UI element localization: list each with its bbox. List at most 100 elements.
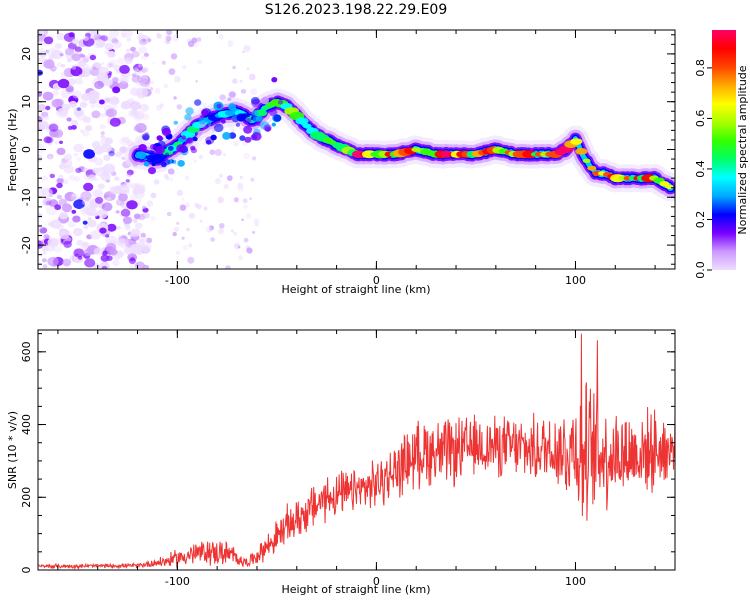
noise-blob — [254, 222, 259, 227]
ridge-blob — [243, 125, 253, 134]
noise-blob — [134, 185, 142, 192]
noise-blob — [49, 129, 59, 138]
noise-blob — [250, 177, 255, 182]
noise-blob — [142, 205, 147, 210]
x-tick-label: -100 — [165, 575, 190, 588]
noise-blob — [105, 36, 113, 42]
noise-blob — [50, 219, 62, 229]
noise-blob — [138, 75, 149, 84]
noise-blob — [84, 197, 90, 202]
noise-blob — [54, 140, 59, 145]
noise-blob — [237, 182, 244, 189]
noise-blob — [77, 60, 86, 68]
noise-blob — [43, 136, 52, 144]
ridge-blob — [269, 108, 278, 117]
noise-blob — [48, 155, 52, 159]
noise-blob — [107, 50, 116, 58]
noise-blob — [230, 229, 234, 233]
ridge-hotspot — [575, 148, 588, 155]
noise-blob — [233, 140, 240, 147]
noise-blob — [74, 108, 85, 117]
noise-blob — [47, 237, 59, 248]
noise-blob — [93, 77, 98, 82]
noise-blob — [129, 193, 138, 201]
ridge-blob — [260, 96, 269, 105]
x-tick-label: -100 — [165, 274, 190, 287]
noise-blob — [252, 156, 257, 161]
noise-blob — [130, 243, 142, 254]
noise-blob — [44, 36, 54, 45]
noise-blob — [41, 258, 47, 263]
noise-blob — [38, 120, 49, 130]
noise-blob — [119, 64, 130, 74]
noise-blob — [101, 265, 108, 269]
noise-blob — [112, 259, 120, 266]
ridge-blob — [185, 107, 194, 115]
noise-blob — [38, 224, 43, 230]
noise-blob — [163, 83, 168, 89]
noise-blob — [187, 40, 195, 48]
noise-blob — [243, 152, 251, 160]
noise-blob — [176, 221, 180, 225]
noise-blob — [246, 247, 253, 254]
noise-blob — [138, 38, 148, 46]
noise-blob — [131, 73, 137, 77]
noise-blob — [198, 154, 203, 159]
ridge-blob — [176, 144, 186, 153]
noise-blob — [217, 228, 224, 235]
ridge-blob — [277, 100, 284, 105]
noise-blob — [73, 248, 85, 258]
noise-blob — [99, 227, 107, 234]
noise-blob — [91, 110, 101, 119]
noise-blob — [215, 178, 221, 185]
noise-blob — [168, 68, 176, 75]
noise-blob — [51, 98, 63, 108]
noise-blob — [42, 91, 54, 101]
x-tick-label: 0 — [373, 575, 380, 588]
snr-panel: -100 0 100 0 200 400 600 Height of straight li… — [6, 329, 676, 596]
ridge-blob — [184, 113, 192, 121]
noise-blob — [42, 197, 53, 206]
noise-blob — [41, 187, 53, 198]
noise-blob — [241, 218, 244, 222]
ridge-blob — [167, 168, 175, 175]
ridge-blob — [192, 136, 198, 142]
noise-blob — [105, 109, 115, 118]
noise-blob — [223, 183, 229, 190]
ridge-blob — [236, 113, 246, 122]
noise-blob — [125, 99, 136, 108]
ridge-blob — [271, 77, 278, 83]
noise-blob — [156, 33, 162, 39]
noise-blob — [106, 108, 118, 118]
noise-blob — [253, 218, 260, 225]
noise-blob — [237, 185, 244, 192]
noise-blob — [195, 80, 198, 83]
noise-blob — [139, 103, 149, 112]
noise-blob — [135, 122, 147, 133]
noise-blob — [59, 211, 69, 220]
noise-blob — [45, 206, 57, 216]
noise-blob — [47, 47, 59, 58]
noise-blob — [82, 220, 88, 225]
noise-blob — [61, 203, 73, 213]
noise-blob — [165, 35, 172, 42]
noise-blob — [163, 40, 167, 44]
noise-blob — [187, 256, 195, 264]
noise-blob — [130, 46, 136, 52]
colorbar-tick-label: 0.6 — [694, 110, 707, 128]
y-tick-label: -20 — [20, 236, 33, 254]
noise-blob — [82, 116, 91, 123]
noise-blob — [150, 192, 157, 199]
noise-blob — [233, 231, 238, 236]
y-tick-label: 200 — [20, 487, 33, 508]
noise-blob — [238, 255, 244, 261]
noise-blob — [38, 116, 43, 123]
noise-blob — [112, 40, 123, 49]
noise-blob — [96, 72, 109, 83]
noise-blob — [170, 53, 178, 60]
noise-blob — [130, 256, 135, 261]
noise-blob — [239, 175, 243, 180]
noise-blob — [228, 45, 231, 48]
noise-blob — [242, 198, 248, 204]
